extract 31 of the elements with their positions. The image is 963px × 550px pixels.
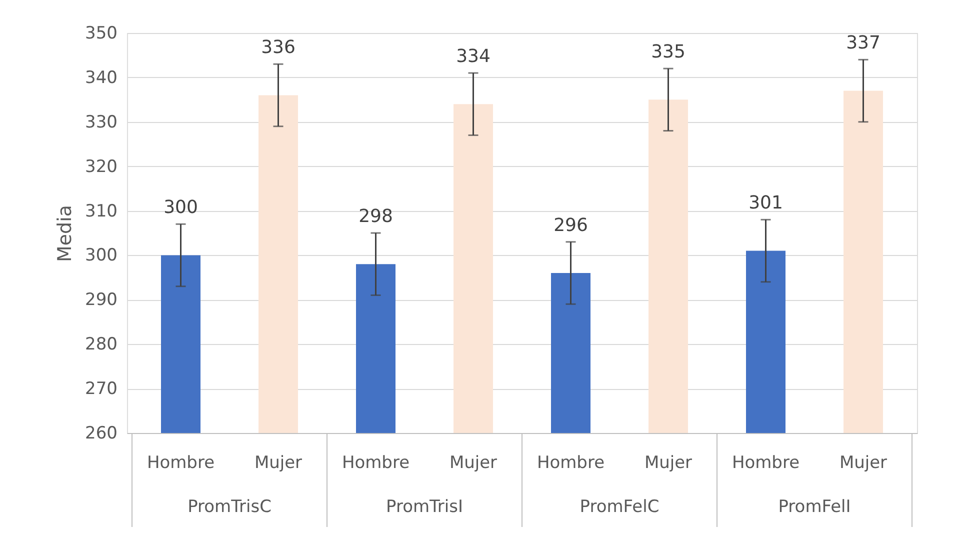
- data-label: 296: [554, 214, 588, 236]
- data-label: 300: [164, 197, 198, 218]
- data-label: 301: [748, 192, 783, 214]
- x-tick-label: PromFelI: [778, 497, 851, 517]
- y-tick-label: 320: [85, 156, 118, 177]
- y-tick-label: 270: [85, 379, 118, 400]
- series-label: Hombre: [536, 453, 605, 473]
- x-tick-label: PromTrisI: [386, 497, 463, 517]
- data-label: 336: [261, 37, 296, 58]
- y-tick-label: 290: [85, 290, 118, 310]
- x-tick-label: PromTrisC: [188, 497, 272, 517]
- y-axis-title: Media: [54, 204, 76, 262]
- y-tick-label: 310: [85, 201, 118, 222]
- text: Mujer: [449, 453, 498, 473]
- text: Mujer: [839, 453, 888, 473]
- text: Hombre: [732, 453, 800, 473]
- data-label: 298: [358, 206, 393, 227]
- data-label: 334: [456, 46, 490, 67]
- y-tick-label: 330: [85, 112, 118, 132]
- text: Mujer: [254, 453, 302, 473]
- x-tick-label: PromFelC: [580, 497, 660, 517]
- y-tick-label: 280: [85, 334, 118, 355]
- text: Hombre: [146, 453, 215, 473]
- text: Hombre: [342, 453, 410, 473]
- data-label: 337: [846, 32, 880, 54]
- y-tick-label: 340: [85, 68, 118, 88]
- y-tick-label: 260: [85, 424, 118, 444]
- data-label: 335: [651, 42, 686, 63]
- series-label: Mujer: [644, 453, 692, 473]
- y-tick-label: 300: [85, 246, 118, 266]
- y-tick-label: 350: [85, 24, 118, 44]
